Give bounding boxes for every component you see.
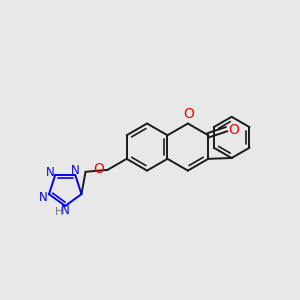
Text: N: N [39, 190, 48, 204]
Text: H: H [55, 207, 63, 217]
Text: O: O [228, 123, 239, 137]
Text: O: O [183, 106, 194, 121]
Text: N: N [61, 204, 70, 218]
Text: N: N [46, 166, 54, 179]
Text: N: N [71, 164, 80, 176]
Text: O: O [93, 162, 104, 176]
